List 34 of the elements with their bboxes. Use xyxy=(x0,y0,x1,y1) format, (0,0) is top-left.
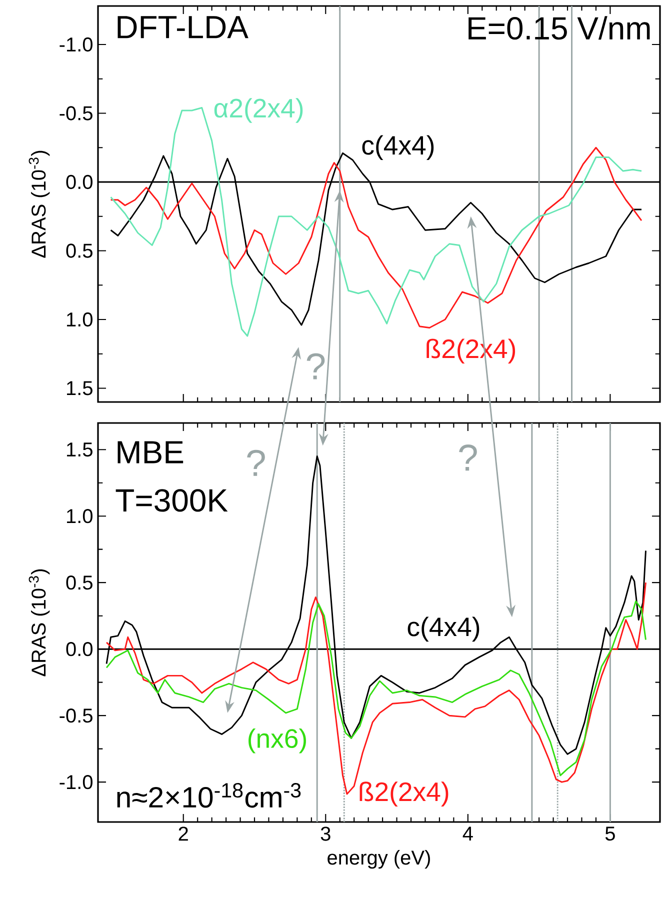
series-label: (nx6) xyxy=(248,728,306,754)
y-tick-label: 0.0 xyxy=(66,642,92,656)
y-tick-label: 0.5 xyxy=(66,576,92,590)
y-tick-label: 0.5 xyxy=(66,244,92,258)
y-axis-title: ΔRAS (10$^{-3}$) xyxy=(28,569,50,676)
annotation: ? xyxy=(459,444,477,471)
annotation: n≈2×10$^{-18}$cm$^{-3}$ xyxy=(117,783,301,808)
annotation: T=300K xyxy=(116,489,228,512)
x-tick-label: 5 xyxy=(605,826,615,841)
y-tick-label: -1.0 xyxy=(60,775,92,790)
series-label: c(4x4) xyxy=(408,616,480,642)
y-axis-title: ΔRAS (10$^{-3}$) xyxy=(28,150,50,258)
annotation: E=0.15 V/nm xyxy=(468,16,650,40)
y-tick-label: 1.5 xyxy=(67,442,92,457)
series-label: c(4x4) xyxy=(362,135,434,160)
line-series xyxy=(106,600,646,776)
x-tick-label: 2 xyxy=(178,826,188,841)
x-axis-title: energy (eV) xyxy=(328,850,430,869)
y-tick-label: -0.5 xyxy=(60,708,92,723)
series-label: α2(2x4) xyxy=(214,98,303,123)
series-label: ß2(2x4) xyxy=(360,782,448,806)
y-tick-label: 1.0 xyxy=(67,509,92,524)
series-label: ß2(2x4) xyxy=(426,338,516,364)
y-tick-label: -0.5 xyxy=(60,106,92,120)
y-tick-label: 1.5 xyxy=(67,381,92,396)
annotation: ? xyxy=(247,450,265,476)
y-tick-label: 0.0 xyxy=(66,174,92,190)
annotation: DFT-LDA xyxy=(118,16,248,38)
x-tick-label: 4 xyxy=(462,826,473,840)
x-tick-label: 3 xyxy=(320,826,330,841)
annotation: ? xyxy=(306,353,325,380)
annotation: MBE xyxy=(118,441,184,464)
y-tick-label: 1.0 xyxy=(67,312,92,327)
y-tick-label: -1.0 xyxy=(60,37,92,52)
